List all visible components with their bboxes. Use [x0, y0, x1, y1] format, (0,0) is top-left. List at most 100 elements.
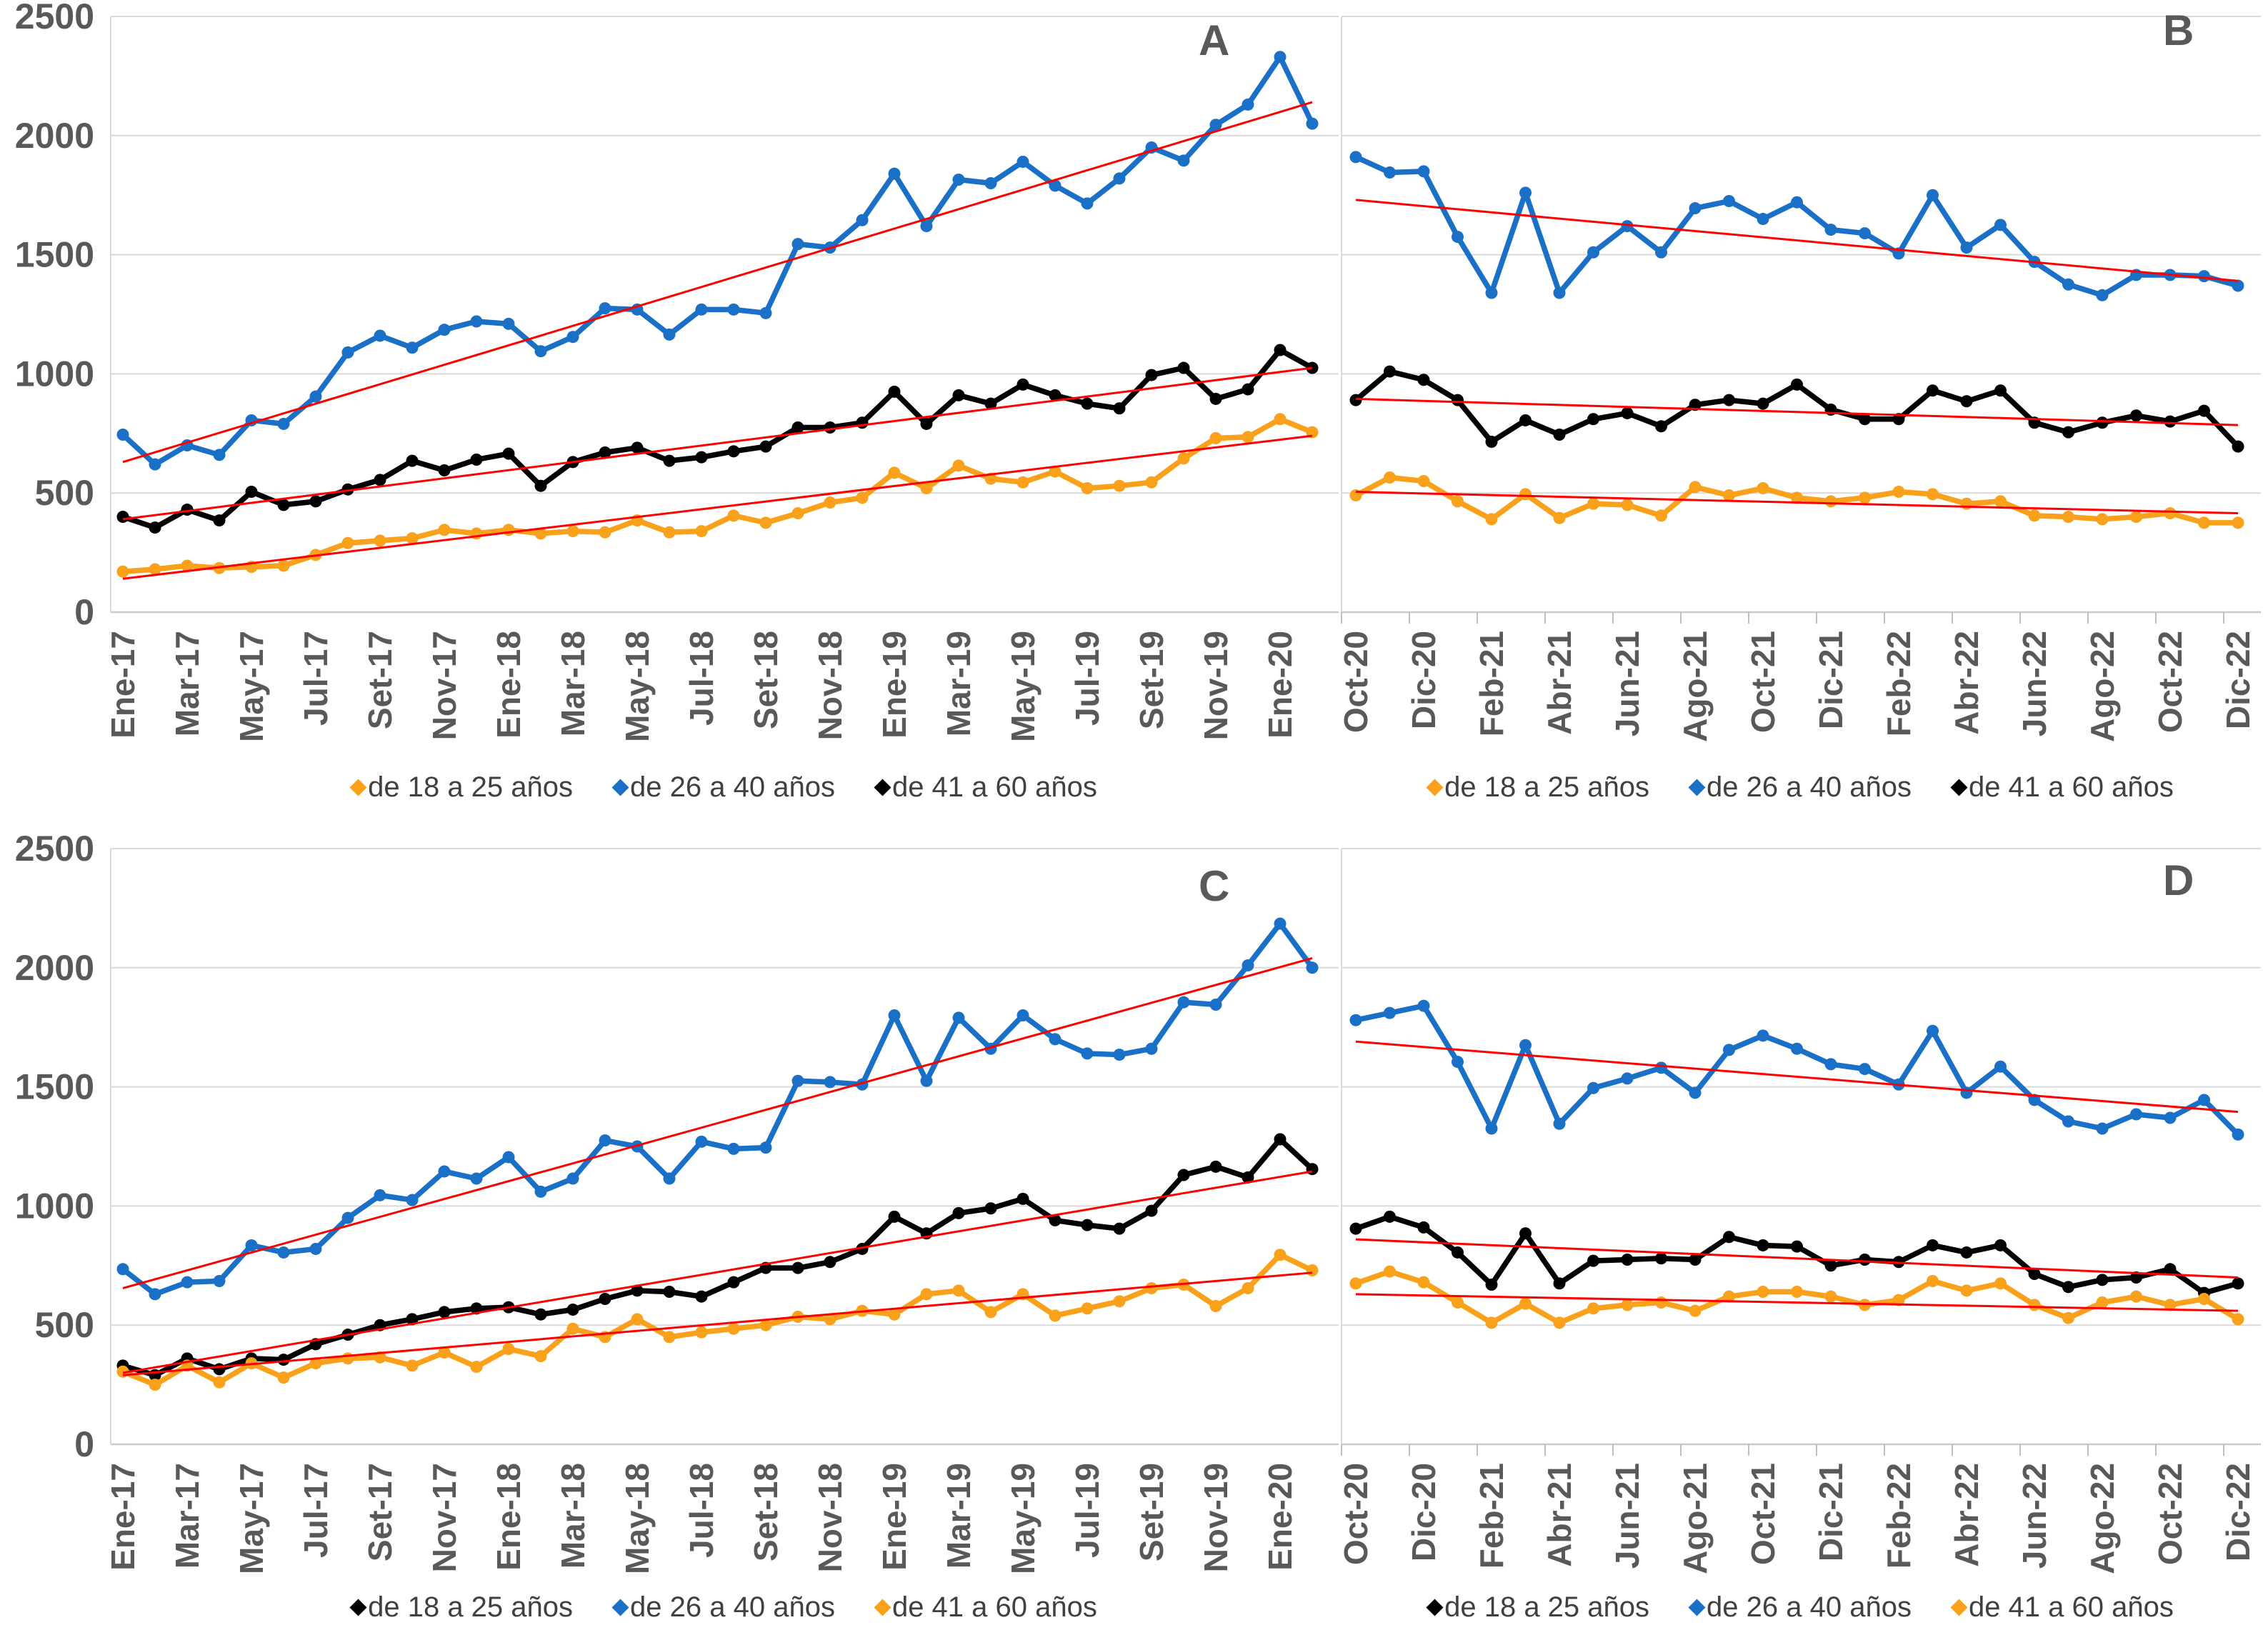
data-point	[2232, 279, 2244, 292]
data-point	[1417, 165, 1430, 178]
data-point	[1485, 513, 1498, 526]
data-point	[1209, 999, 1222, 1011]
x-tick-label-Feb-22: Feb-22	[1880, 631, 1917, 736]
data-point	[1723, 1231, 1735, 1244]
data-point	[149, 1379, 161, 1391]
data-point	[1016, 1009, 1029, 1022]
data-point	[1519, 488, 1532, 501]
data-point	[2232, 1128, 2244, 1141]
x-tick-label-Ene-19: Ene-19	[876, 631, 913, 739]
x-tick-label-Set-19: Set-19	[1133, 631, 1170, 729]
data-point	[1049, 465, 1061, 478]
data-point	[1994, 384, 2007, 397]
data-point	[438, 1306, 451, 1319]
data-point	[1049, 1033, 1061, 1046]
data-point	[856, 491, 869, 504]
data-point	[1757, 1029, 1769, 1042]
data-point	[984, 397, 997, 410]
data-point	[277, 417, 290, 430]
x-tick-label-Set-19: Set-19	[1133, 1463, 1170, 1561]
data-point	[2062, 426, 2074, 439]
data-point	[727, 303, 740, 316]
data-point	[1655, 420, 1667, 433]
data-point	[1177, 154, 1190, 167]
data-point	[1519, 414, 1532, 426]
data-point	[1519, 1039, 1532, 1051]
data-point	[566, 525, 579, 538]
data-point	[1452, 1056, 1464, 1069]
data-point	[663, 1285, 676, 1298]
legend-label: de 26 a 40 años	[630, 771, 835, 803]
data-point	[534, 1308, 547, 1321]
legend-label: de 18 a 25 años	[368, 1591, 574, 1623]
x-tick-label-Feb-21: Feb-21	[1473, 1463, 1510, 1569]
legend-label: de 41 a 60 años	[891, 771, 1097, 803]
data-point	[1209, 1160, 1222, 1173]
data-point	[438, 1346, 451, 1359]
data-point	[277, 1354, 290, 1366]
data-point	[213, 1274, 226, 1287]
panel-C: 0 500 1000 1500 2000 2500 Ene-17 Mar-17 May-17 Ju…	[15, 829, 1339, 1574]
x-tick-label-May-19: May-19	[1004, 1463, 1041, 1574]
trend-line-de-41-a-60-anos	[1355, 1293, 2239, 1312]
y-tick-label-2500: 2500	[15, 829, 94, 869]
data-point	[1824, 224, 1837, 236]
data-point	[888, 1308, 901, 1321]
data-point	[1689, 1253, 1702, 1266]
data-point	[888, 1210, 901, 1223]
data-point	[791, 421, 804, 434]
data-point	[1452, 231, 1464, 244]
x-tick-label-May-17: May-17	[233, 631, 270, 742]
data-point	[1655, 246, 1667, 259]
data-point	[566, 1172, 579, 1185]
x-tick-label-Oct-22: Oct-22	[2152, 631, 2189, 733]
data-point	[406, 1313, 419, 1326]
data-point	[1349, 1222, 1362, 1235]
x-tick-label-Ene-17: Ene-17	[104, 631, 141, 739]
data-point	[1621, 1072, 1634, 1085]
data-point	[1306, 961, 1319, 974]
data-point	[1927, 1274, 1939, 1287]
data-point	[1859, 1063, 1871, 1076]
data-point	[1689, 202, 1702, 215]
data-point	[2028, 1267, 2041, 1280]
data-point	[1859, 413, 1871, 426]
data-point	[2028, 1299, 2041, 1311]
data-point	[341, 1352, 354, 1365]
data-point	[1274, 413, 1287, 426]
x-tick-label-Jun-22: Jun-22	[2016, 1463, 2053, 1569]
data-point	[1960, 1246, 1973, 1259]
x-tick-label-Mar-17: Mar-17	[169, 1463, 206, 1569]
data-point	[759, 440, 772, 453]
data-point	[1824, 495, 1837, 508]
x-tick-label-Ene-18: Ene-18	[490, 631, 527, 739]
data-point	[1757, 482, 1769, 495]
x-tick-label-Dic-20: Dic-20	[1405, 1463, 1442, 1561]
data-point	[1145, 1042, 1158, 1055]
x-tick-label-Ago-21: Ago-21	[1677, 1463, 1714, 1574]
x-tick-label-Ago-22: Ago-22	[2084, 631, 2121, 742]
x-tick-label-Abr-21: Abr-21	[1541, 631, 1578, 735]
data-point	[1859, 1299, 1871, 1311]
series-de-26-a-40-anos	[1349, 999, 2244, 1141]
data-point	[695, 1290, 708, 1303]
data-point	[791, 238, 804, 251]
x-tick-label-Dic-22: Dic-22	[2219, 1463, 2257, 1561]
data-point	[2096, 1296, 2109, 1309]
x-tick-label-Feb-21: Feb-21	[1473, 631, 1510, 736]
data-point	[1177, 996, 1190, 1009]
data-point	[181, 559, 194, 572]
data-point	[534, 1185, 547, 1198]
data-point	[213, 514, 226, 527]
data-point	[1587, 1254, 1599, 1267]
panel-B: Oct-20 Dic-20 Feb-21 Abr-21 Jun-21 Ago-21 Oct-…	[1337, 16, 2261, 742]
series-line-de-41-a-60-anos	[120, 347, 1315, 531]
data-point	[309, 1357, 322, 1370]
legend-label: de 26 a 40 años	[630, 1591, 835, 1623]
data-point	[116, 565, 129, 578]
data-point	[695, 1326, 708, 1339]
data-point	[374, 329, 386, 342]
x-tick-label-Oct-21: Oct-21	[1744, 1463, 1782, 1565]
data-point	[1177, 452, 1190, 465]
data-point	[1242, 959, 1254, 971]
